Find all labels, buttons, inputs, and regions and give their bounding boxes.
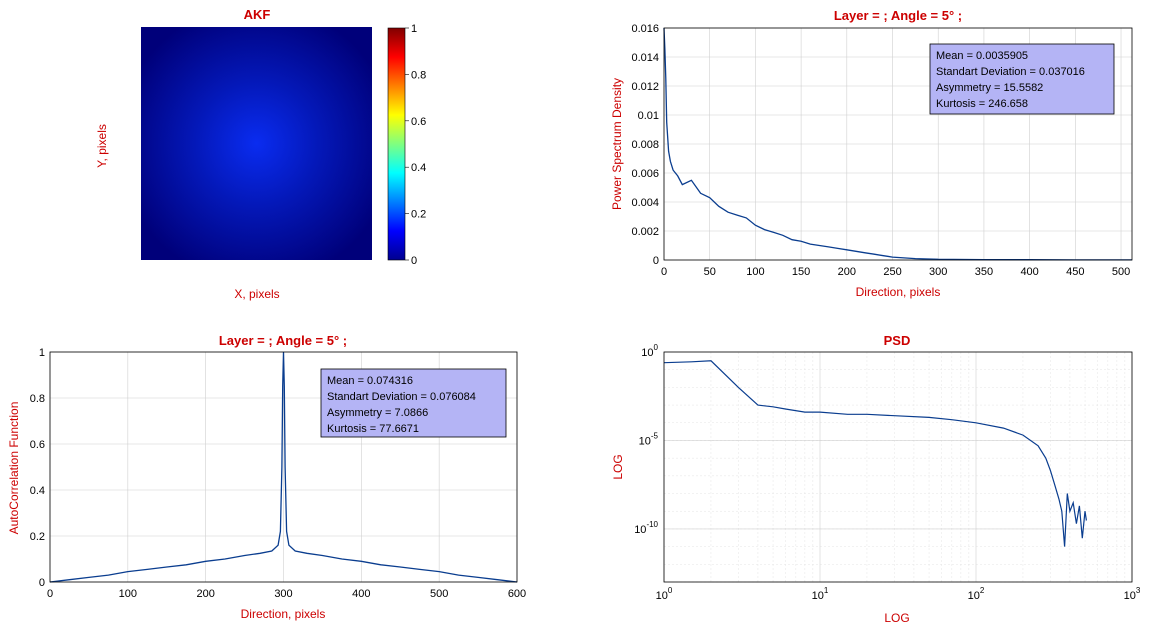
acf-panel: Layer = ; Angle = 5° ; 0 100 200 300 400 500 6… (7, 333, 526, 621)
psd-log-ytick-label-exponent: -10 (646, 520, 658, 529)
acf-xtick-label: 200 (196, 588, 214, 600)
psd-linear-xtick-label: 350 (975, 266, 993, 278)
psd-log-xtick-label-exponent: 0 (668, 586, 673, 595)
akf-colorbar (387, 27, 406, 261)
psd-log-xtick-label: 102 (968, 586, 985, 602)
acf-ytick-label: 0.8 (30, 393, 45, 405)
akf-xlabel: X, pixels (234, 287, 279, 301)
psd-linear-panel: Layer = ; Angle = 5° ; 0 50 100 150 200 250 30… (610, 8, 1133, 299)
psd-linear-ytick-label: 0 (653, 255, 659, 267)
psd-log-xtick-label-base: 10 (968, 590, 980, 602)
psd-linear-xtick-label: 500 (1112, 266, 1130, 278)
psd-linear-xtick-label: 100 (746, 266, 764, 278)
psd-linear-xtick-label: 250 (883, 266, 901, 278)
psd-linear-xtick-label: 300 (929, 266, 947, 278)
acf-xlabel: Direction, pixels (241, 607, 326, 621)
acf-xtick-label: 400 (352, 588, 370, 600)
psd-linear-ytick-label: 0.01 (638, 110, 659, 122)
acf-ticks: 0 100 200 300 400 500 600 0 0.2 0.4 0.6 0.8 1 (30, 347, 526, 600)
psd-linear-title: Layer = ; Angle = 5° ; (834, 8, 962, 23)
akf-colorbar-tick-label: 0.6 (411, 116, 426, 128)
acf-stat-asym: Asymmetry = 7.0866 (327, 407, 428, 419)
psd-linear-stat-std: Standart Deviation = 0.037016 (936, 66, 1085, 78)
psd-log-xtick-label: 101 (812, 586, 829, 602)
acf-xtick-label: 500 (430, 588, 448, 600)
acf-ytick-label: 0.4 (30, 485, 45, 497)
psd-linear-ytick-label: 0.012 (631, 81, 659, 93)
akf-heatmap (141, 27, 372, 260)
psd-log-grid (663, 351, 1133, 583)
psd-linear-ylabel: Power Spectrum Density (610, 78, 624, 210)
psd-log-xtick-label-exponent: 1 (824, 586, 829, 595)
psd-log-xtick-label-base: 10 (812, 590, 824, 602)
akf-colorbar-tick-label: 1 (411, 23, 417, 35)
acf-title: Layer = ; Angle = 5° ; (219, 333, 347, 348)
psd-log-series-line (663, 360, 1087, 547)
psd-log-xtick-label: 103 (1124, 586, 1141, 602)
psd-linear-stats-box (929, 43, 1115, 115)
akf-colorbar-tick-label: 0.2 (411, 209, 426, 221)
acf-ytick-label: 0.6 (30, 439, 45, 451)
psd-linear-ytick-label: 0.006 (631, 168, 659, 180)
psd-log-ytick-label-base: 10 (639, 435, 651, 447)
psd-linear-xtick-label: 0 (661, 266, 667, 278)
acf-ylabel: AutoCorrelation Function (7, 402, 21, 535)
acf-xtick-label: 0 (47, 588, 53, 600)
psd-log-xtick-label: 100 (656, 586, 673, 602)
acf-xtick-label: 100 (119, 588, 137, 600)
psd-linear-xtick-label: 450 (1066, 266, 1084, 278)
psd-linear-xtick-label: 400 (1020, 266, 1038, 278)
psd-linear-ytick-label: 0.014 (631, 52, 659, 64)
psd-linear-stat-mean: Mean = 0.0035905 (936, 50, 1028, 62)
psd-log-xtick-label-base: 10 (656, 590, 668, 602)
akf-colorbar-tick-label: 0.4 (411, 162, 426, 174)
akf-colorbar-tick-label: 0.8 (411, 69, 426, 81)
psd-log-ytick-label: 10-5 (639, 431, 659, 447)
akf-colorbar-tick-label: 0 (411, 255, 417, 267)
psd-linear-xtick-label: 150 (792, 266, 810, 278)
psd-linear-stat-kurt: Kurtosis = 246.658 (936, 98, 1028, 110)
akf-ylabel: Y, pixels (95, 124, 109, 168)
acf-stats-box (320, 368, 507, 438)
psd-linear-xtick-label: 50 (704, 266, 716, 278)
psd-log-xlabel: LOG (884, 611, 909, 625)
psd-linear-series-line (663, 27, 1132, 261)
akf-panel: AKF 0 0.2 0.4 0.6 0.8 1 X, pixels Y, pixels (95, 7, 426, 301)
psd-log-xtick-label-exponent: 3 (1136, 586, 1141, 595)
psd-log-title: PSD (884, 333, 911, 348)
psd-log-xtick-label-exponent: 2 (980, 586, 985, 595)
acf-axes (49, 351, 518, 583)
psd-log-ytick-label-exponent: 0 (654, 343, 659, 352)
acf-xtick-label: 600 (508, 588, 526, 600)
acf-stat-std: Standart Deviation = 0.076084 (327, 391, 476, 403)
psd-log-axes (663, 351, 1133, 583)
psd-linear-ytick-label: 0.008 (631, 139, 659, 151)
psd-log-ytick-label-exponent: -5 (651, 431, 659, 440)
acf-ytick-label: 0 (39, 577, 45, 589)
acf-ytick-label: 1 (39, 347, 45, 359)
psd-log-ytick-label-base: 10 (641, 347, 653, 359)
psd-log-ytick-label: 100 (641, 343, 658, 359)
akf-colorbar-ticks: 0 0.2 0.4 0.6 0.8 1 (405, 23, 426, 267)
psd-log-xtick-label-base: 10 (1124, 590, 1136, 602)
psd-linear-xtick-label: 200 (838, 266, 856, 278)
acf-ytick-label: 0.2 (30, 531, 45, 543)
psd-log-ylabel: LOG (611, 454, 625, 479)
psd-log-ytick-label: 10-10 (634, 520, 658, 536)
psd-linear-ticks: 0 50 100 150 200 250 300 350 400 450 500 0 0.002 0.00… (631, 23, 1130, 278)
psd-linear-xlabel: Direction, pixels (856, 285, 941, 299)
acf-xtick-label: 300 (274, 588, 292, 600)
psd-linear-ytick-label: 0.016 (631, 23, 659, 35)
psd-log-ytick-label-base: 10 (634, 524, 646, 536)
psd-linear-axes (663, 27, 1133, 261)
psd-linear-stat-asym: Asymmetry = 15.5582 (936, 82, 1043, 94)
psd-linear-ytick-label: 0.002 (631, 226, 659, 238)
acf-stat-mean: Mean = 0.074316 (327, 375, 413, 387)
akf-title: AKF (244, 7, 271, 22)
psd-linear-ytick-label: 0.004 (631, 197, 659, 209)
acf-stat-kurt: Kurtosis = 77.6671 (327, 423, 419, 435)
